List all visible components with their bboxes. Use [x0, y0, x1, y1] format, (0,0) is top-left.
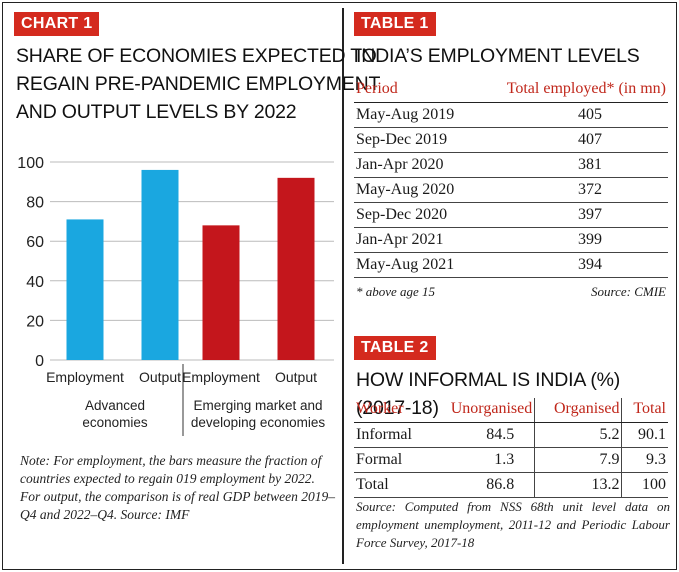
organised-cell: 13.2 [534, 472, 622, 498]
y-tick-label: 60 [26, 234, 44, 251]
y-tick-label: 20 [26, 313, 44, 330]
worker-cell: Formal [354, 447, 429, 473]
value-cell: 399 [474, 227, 668, 253]
period-cell: May-Aug 2020 [354, 177, 475, 203]
table-header-row: Worker Unorganised Organised Total [354, 398, 668, 423]
bar-employment [66, 219, 104, 360]
bar-output [141, 169, 179, 360]
period-cell: Jan-Apr 2020 [354, 152, 475, 178]
table2-source: Source: Computed from NSS 68th unit leve… [356, 499, 670, 550]
y-tick-label: 100 [17, 155, 44, 172]
group-label: Emerging market and [193, 398, 322, 413]
worker-cell: Informal [354, 422, 429, 448]
table1-footer: * above age 15 Source: CMIE [356, 284, 668, 300]
value-cell: 372 [474, 177, 668, 203]
table-header-row: Period Total employed* (in mn) [354, 78, 668, 103]
table2-tag: TABLE 2 [354, 336, 436, 360]
table-row: Jan-Apr 2020 381 [354, 152, 668, 178]
table-row: Sep-Dec 2020 397 [354, 202, 668, 228]
chart1-tag: CHART 1 [14, 12, 100, 36]
column-divider [342, 8, 344, 564]
value-cell: 407 [474, 127, 668, 153]
value-cell: 397 [474, 202, 668, 228]
employment-table: Period Total employed* (in mn) May-Aug 2… [354, 78, 668, 278]
value-cell: 405 [474, 102, 668, 128]
bar-output [277, 177, 315, 360]
table1-footnote: * above age 15 [356, 284, 436, 299]
period-cell: May-Aug 2021 [354, 252, 475, 278]
column-header-unorganised: Unorganised [428, 398, 535, 423]
value-cell: 381 [474, 152, 668, 178]
unorganised-cell: 84.5 [428, 422, 535, 448]
table1-source: Source: CMIE [591, 284, 666, 299]
group-label: developing economies [191, 415, 326, 430]
table-row: May-Aug 2020 372 [354, 177, 668, 203]
table1-tag: TABLE 1 [354, 12, 436, 36]
organised-cell: 7.9 [534, 447, 622, 473]
x-category-label: Employment [46, 369, 124, 385]
worker-cell: Total [354, 472, 429, 498]
y-tick-label: 80 [26, 195, 44, 212]
table-row: May-Aug 2019 405 [354, 102, 668, 128]
group-label: economies [82, 415, 148, 430]
period-cell: Sep-Dec 2019 [354, 127, 475, 153]
period-cell: May-Aug 2019 [354, 102, 475, 128]
unorganised-cell: 1.3 [428, 447, 535, 473]
column-header-total-employed: Total employed* (in mn) [474, 78, 668, 103]
informality-table: Worker Unorganised Organised Total Infor… [354, 398, 668, 498]
unorganised-cell: 86.8 [428, 472, 535, 498]
table-row: Informal 84.5 5.2 90.1 [354, 422, 668, 448]
y-tick-label: 40 [26, 274, 44, 291]
column-header-worker: Worker [354, 398, 429, 423]
value-cell: 394 [474, 252, 668, 278]
x-category-label: Output [275, 369, 317, 385]
total-cell: 100 [621, 472, 668, 498]
x-category-label: Output [139, 369, 181, 385]
x-category-label: Employment [182, 369, 260, 385]
column-header-period: Period [354, 78, 475, 103]
table-row: Jan-Apr 2021 399 [354, 227, 668, 253]
table-row: Formal 1.3 7.9 9.3 [354, 447, 668, 473]
total-cell: 9.3 [621, 447, 668, 473]
total-cell: 90.1 [621, 422, 668, 448]
organised-cell: 5.2 [534, 422, 622, 448]
y-tick-label: 0 [35, 353, 44, 370]
table-row: May-Aug 2021 394 [354, 252, 668, 278]
table-row: Sep-Dec 2019 407 [354, 127, 668, 153]
chart1-title-line: REGAIN PRE-PANDEMIC EMPLOYMENT [16, 73, 381, 95]
column-header-total: Total [621, 398, 668, 423]
bar-employment [202, 225, 240, 360]
period-cell: Sep-Dec 2020 [354, 202, 475, 228]
chart1-title-line: AND OUTPUT LEVELS BY 2022 [16, 101, 297, 123]
period-cell: Jan-Apr 2021 [354, 227, 475, 253]
chart1-title-line: SHARE OF ECONOMIES EXPECTED TO [16, 45, 377, 67]
chart1-note: Note: For employment, the bars measure t… [20, 453, 335, 522]
group-label: Advanced [85, 398, 145, 413]
chart1-title: SHARE OF ECONOMIES EXPECTED TO REGAIN PR… [16, 42, 380, 126]
table-row: Total 86.8 13.2 100 [354, 472, 668, 498]
table1-title: INDIA’S EMPLOYMENT LEVELS [356, 45, 640, 67]
column-header-organised: Organised [534, 398, 622, 423]
